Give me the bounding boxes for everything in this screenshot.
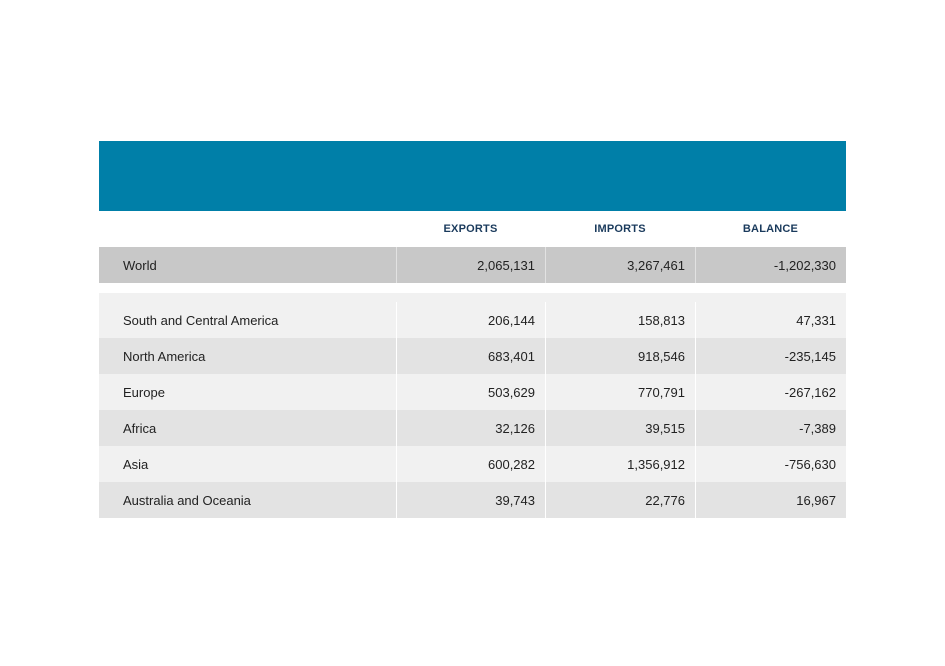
table-row: North America 683,401 918,546 -235,145 xyxy=(99,338,846,374)
imports-value: 158,813 xyxy=(545,302,695,338)
imports-value: 22,776 xyxy=(545,482,695,518)
region-name: Asia xyxy=(123,456,149,472)
balance-value: -756,630 xyxy=(695,446,846,482)
region-name: North America xyxy=(123,348,206,364)
balance-value: -267,162 xyxy=(695,374,846,410)
balance-value: -7,389 xyxy=(695,410,846,446)
table-row: Asia 600,282 1,356,912 -756,630 xyxy=(99,446,846,482)
imports-value: 1,356,912 xyxy=(545,446,695,482)
column-header-balance: BALANCE xyxy=(742,223,799,235)
row-spacer xyxy=(99,293,846,302)
column-header-exports: EXPORTS xyxy=(443,223,498,235)
table-row: Africa 32,126 39,515 -7,389 xyxy=(99,410,846,446)
title-banner xyxy=(99,141,846,211)
imports-value: 39,515 xyxy=(545,410,695,446)
exports-value: 683,401 xyxy=(396,338,545,374)
imports-value: 918,546 xyxy=(545,338,695,374)
table-row: Australia and Oceania 39,743 22,776 16,9… xyxy=(99,482,846,518)
balance-value: -1,202,330 xyxy=(695,247,846,283)
region-name: Africa xyxy=(123,420,157,436)
region-name: World xyxy=(123,257,157,273)
table-row-world: World 2,065,131 3,267,461 -1,202,330 xyxy=(99,247,846,283)
region-name: Europe xyxy=(123,384,165,400)
imports-value: 3,267,461 xyxy=(545,247,695,283)
exports-value: 206,144 xyxy=(396,302,545,338)
exports-value: 32,126 xyxy=(396,410,545,446)
region-name: Australia and Oceania xyxy=(123,492,251,508)
table-row: Europe 503,629 770,791 -267,162 xyxy=(99,374,846,410)
imports-value: 770,791 xyxy=(545,374,695,410)
table-row: South and Central America 206,144 158,81… xyxy=(99,302,846,338)
balance-value: 47,331 xyxy=(695,302,846,338)
column-header-imports: IMPORTS xyxy=(594,223,646,235)
balance-value: -235,145 xyxy=(695,338,846,374)
balance-value: 16,967 xyxy=(695,482,846,518)
exports-value: 39,743 xyxy=(396,482,545,518)
exports-value: 2,065,131 xyxy=(396,247,545,283)
region-name: South and Central America xyxy=(123,312,279,328)
exports-value: 600,282 xyxy=(396,446,545,482)
exports-value: 503,629 xyxy=(396,374,545,410)
